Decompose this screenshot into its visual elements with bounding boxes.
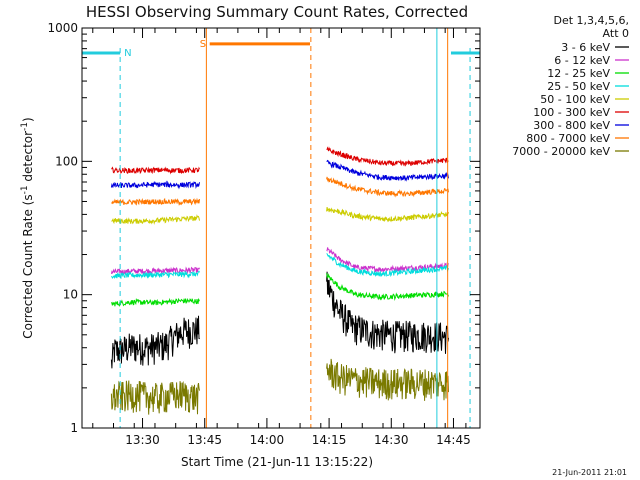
x-tick-label-13:30: 13:30: [125, 433, 160, 447]
series-line-50-100-kev-seg1: [111, 214, 200, 225]
series-line-12-25-kev-seg1: [110, 297, 200, 307]
series-line-800-7000-kev-seg1: [111, 197, 200, 207]
y-tick-label-100: 100: [55, 154, 78, 168]
series-layer: [110, 146, 449, 415]
series-line-800-7000-kev-seg2: [326, 176, 449, 198]
y-tick-label-1: 1: [70, 421, 78, 435]
y-axis-label: Corrected Count Rate (s-1 detector-1): [20, 117, 35, 338]
plot-frame: [81, 27, 481, 429]
legend-header-line2: Att 0: [603, 27, 629, 40]
legend-label-6-12-kev: 6 - 12 keV: [554, 54, 610, 67]
series-line-3-6-kev-seg2: [326, 271, 449, 354]
x-tick-label-14:00: 14:00: [250, 433, 285, 447]
y-tick-label-10: 10: [63, 288, 78, 302]
y-tick-label-1000: 1000: [47, 21, 78, 35]
legend-header-line1: Det 1,3,4,5,6,: [553, 14, 629, 27]
series-line-25-50-kev-seg1: [111, 270, 200, 280]
legend-label-7000-20000-kev: 7000 - 20000 keV: [512, 145, 610, 158]
legend-label-50-100-kev: 50 - 100 keV: [540, 93, 610, 106]
series-line-12-25-kev-seg2: [326, 273, 449, 301]
chart-title: HESSI Observing Summary Count Rates, Cor…: [86, 3, 468, 21]
legend-label-300-800-kev: 300 - 800 keV: [533, 119, 610, 132]
x-tick-label-14:15: 14:15: [312, 433, 347, 447]
overlay-layer: NS: [82, 28, 480, 428]
x-tick-label-14:45: 14:45: [436, 433, 471, 447]
series-line-3-6-kev-seg1: [110, 315, 200, 369]
legend-label-25-50-kev: 25 - 50 keV: [547, 80, 610, 93]
series-line-300-800-kev-seg2: [326, 159, 449, 182]
series-line-7000-20000-kev-seg2: [326, 358, 449, 401]
axis-layer: 13:30 13:45 14:00 14:15 14:30 14:45 1 10 100 1000: [47, 21, 481, 447]
flag-label-s: S: [200, 39, 206, 50]
series-line-100-300-kev-seg1: [111, 166, 200, 175]
series-line-25-50-kev-seg2: [326, 253, 449, 278]
series-line-50-100-kev-seg2: [326, 207, 449, 223]
series-line-6-12-kev-seg2: [326, 247, 449, 274]
legend-label-12-25-kev: 12 - 25 keV: [547, 67, 610, 80]
x-tick-label-13:45: 13:45: [187, 433, 222, 447]
flag-label-n: N: [124, 48, 131, 59]
footer-timestamp: 21-Jun-2011 21:01: [552, 468, 627, 477]
legend-label-100-300-kev: 100 - 300 keV: [533, 106, 610, 119]
x-tick-label-14:30: 14:30: [374, 433, 409, 447]
legend-label-800-7000-kev: 800 - 7000 keV: [526, 132, 610, 145]
series-line-7000-20000-kev-seg1: [110, 380, 200, 415]
legend-label-3-6-kev: 3 - 6 keV: [561, 41, 610, 54]
series-line-300-800-kev-seg1: [110, 180, 200, 190]
x-axis-label: Start Time (21-Jun-11 13:15:22): [181, 455, 373, 469]
series-line-100-300-kev-seg2: [326, 146, 449, 167]
